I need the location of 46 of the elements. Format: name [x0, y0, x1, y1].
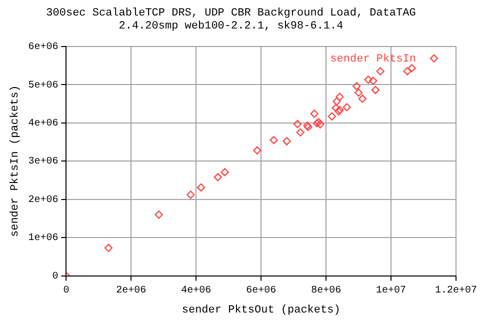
point — [376, 67, 384, 76]
x-axis-title: sender PktsOut (packets) — [182, 304, 340, 316]
point — [154, 210, 163, 219]
point — [253, 146, 262, 154]
x-tick-label: 1.2e+07 — [434, 285, 478, 296]
x-tick-label: 0 — [63, 285, 70, 296]
y-axis-title: sender PktsIn (packets) — [10, 85, 22, 238]
point — [369, 76, 378, 85]
point — [364, 76, 372, 84]
x-tick-label: 2e+06 — [116, 285, 146, 296]
point — [282, 137, 291, 146]
point — [332, 97, 341, 106]
y-tick-label: 4e+06 — [28, 118, 58, 130]
point — [332, 104, 340, 112]
x-tick-label: 4e+06 — [181, 285, 212, 296]
point — [358, 94, 367, 103]
y-tick-label: 5e+06 — [28, 80, 58, 92]
y-tick-label: 1e+06 — [28, 233, 58, 244]
point — [270, 136, 278, 144]
x-tick-label: 1e+07 — [376, 285, 406, 296]
point — [352, 82, 361, 90]
x-tick-label: 6e+06 — [246, 285, 276, 296]
y-tick-label: 2e+06 — [28, 194, 58, 206]
point — [196, 183, 206, 192]
y-tick-label: 3e+06 — [28, 156, 58, 168]
chart-subtitle: 2.4.20smp web100-2.2.1, sk98-6.1.4 — [118, 20, 344, 33]
chart-title: 300sec ScalableTCP DRS, UDP CBR Background Load, DataTAG — [46, 8, 416, 20]
point — [342, 103, 351, 112]
point — [214, 173, 222, 182]
point — [336, 92, 344, 101]
point — [296, 128, 305, 137]
point — [371, 86, 380, 94]
point — [316, 120, 324, 128]
point — [310, 110, 318, 118]
y-tick-label: 6e+06 — [28, 42, 58, 54]
point — [328, 112, 336, 120]
legend-label: sender PktsIn — [330, 53, 416, 66]
point — [403, 67, 412, 76]
point — [220, 168, 229, 176]
point — [186, 190, 195, 199]
x-tick-label: 8e+06 — [311, 285, 342, 296]
point — [104, 244, 113, 252]
point — [354, 88, 363, 97]
y-tick-label: 0 — [52, 271, 58, 282]
point — [408, 64, 416, 72]
point — [293, 120, 302, 128]
